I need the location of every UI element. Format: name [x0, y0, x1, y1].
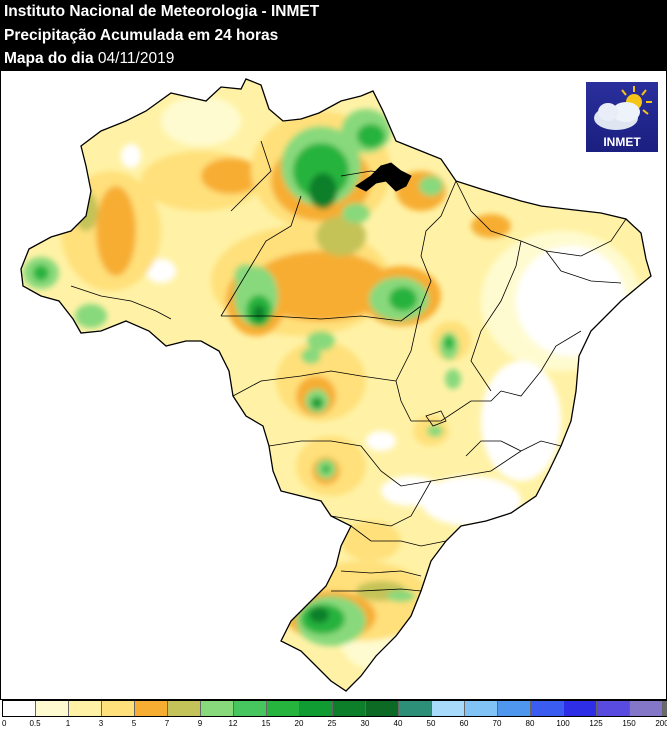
- rain-cell-green1: [419, 176, 443, 196]
- rain-cell-olive: [316, 216, 366, 256]
- map-date-line: Mapa do dia 04/11/2019: [4, 49, 174, 68]
- rain-cell-green1: [427, 425, 443, 437]
- inmet-logo: INMET: [586, 82, 658, 152]
- legend-swatch: [432, 701, 465, 716]
- rain-cell-green1: [307, 331, 335, 351]
- rain-cell-green3: [357, 124, 385, 148]
- legend-swatch: [300, 701, 333, 716]
- rain-cell-green3: [389, 287, 417, 311]
- legend-label: 12: [228, 719, 238, 728]
- legend-label: 3: [98, 719, 104, 728]
- rain-cell-orange: [471, 214, 511, 238]
- rain-cell-orange: [251, 251, 391, 321]
- brazil-outline: [20, 78, 652, 692]
- legend-label: 200: [655, 719, 667, 728]
- river-mouth: [355, 162, 412, 192]
- legend-swatches: [2, 700, 667, 717]
- map-title: Precipitação Acumulada em 24 horas: [4, 27, 279, 44]
- legend-label: 7: [164, 719, 170, 728]
- legend-label: 125: [589, 719, 603, 728]
- rain-cell-green4: [311, 397, 323, 409]
- rain-cell-green1: [301, 348, 321, 364]
- map-date: 04/11/2019: [97, 50, 175, 67]
- rain-cell-orange: [96, 186, 136, 276]
- rain-cell-white: [381, 476, 441, 506]
- rain-cell-green1: [75, 304, 107, 328]
- legend-swatch: [333, 701, 366, 716]
- legend-label: 40: [393, 719, 403, 728]
- legend-swatch: [531, 701, 564, 716]
- legend-swatch: [465, 701, 498, 716]
- legend-swatch: [663, 701, 667, 716]
- legend-swatch: [234, 701, 267, 716]
- legend-label: 1: [65, 719, 71, 728]
- legend-swatch: [366, 701, 399, 716]
- legend-swatch: [201, 701, 234, 716]
- map-panel: [0, 70, 667, 700]
- legend-swatch: [498, 701, 531, 716]
- legend-swatch: [267, 701, 300, 716]
- legend-swatch: [135, 701, 168, 716]
- state-borders: [70, 140, 627, 592]
- rain-cell-white: [516, 246, 626, 356]
- legend-label: 70: [492, 719, 502, 728]
- rain-cell-green5: [309, 607, 329, 623]
- legend-swatch: [564, 701, 597, 716]
- legend-label: 0.5: [29, 719, 41, 728]
- legend-label: 60: [459, 719, 469, 728]
- legend-label: 150: [622, 719, 636, 728]
- legend-swatch: [69, 701, 102, 716]
- legend-swatch: [630, 701, 663, 716]
- legend-label: 30: [360, 719, 370, 728]
- rain-cell-green3: [322, 465, 330, 473]
- header: Instituto Nacional de Meteorologia - INM…: [0, 0, 667, 70]
- rain-cell-green5: [309, 173, 337, 209]
- legend-swatch: [3, 701, 36, 716]
- legend-swatch: [168, 701, 201, 716]
- legend-label: 9: [197, 719, 203, 728]
- precipitation-field: [21, 79, 651, 691]
- legend-label: 25: [327, 719, 337, 728]
- brazil-precipitation-map: [20, 78, 652, 692]
- rain-cell-green1: [234, 264, 258, 288]
- legend-label: 5: [131, 719, 137, 728]
- legend-label: 20: [294, 719, 304, 728]
- legend-label: 80: [525, 719, 535, 728]
- rain-cell-white: [146, 259, 176, 283]
- rain-cell-light: [161, 96, 241, 146]
- rain-cell-white: [121, 144, 141, 168]
- legend-label: 0: [2, 719, 7, 728]
- legend-label: 15: [261, 719, 271, 728]
- legend-tick-labels: 0 0.5 1 3 5 7 9 12 15 20 25 30 40 50 60 70 80 100 125 150 20…: [0, 719, 667, 729]
- legend-swatch: [36, 701, 69, 716]
- legend-label: 50: [426, 719, 436, 728]
- rain-cell-white: [421, 476, 521, 526]
- cloud-sun-icon: [586, 82, 658, 152]
- legend-label: 100: [556, 719, 570, 728]
- rain-cell-white: [481, 361, 561, 481]
- map-date-prefix: Mapa do dia: [4, 50, 94, 67]
- rain-cell-orange: [201, 158, 261, 194]
- rain-cell-green1: [387, 590, 415, 602]
- institution-title: Instituto Nacional de Meteorologia - INM…: [4, 3, 320, 20]
- legend-swatch: [102, 701, 135, 716]
- color-scale-legend: 0 0.5 1 3 5 7 9 12 15 20 25 30 40 50 60 70 80 100 125 150 20…: [0, 700, 667, 730]
- rain-cell-green3: [444, 336, 454, 350]
- logo-label: INMET: [603, 135, 641, 149]
- legend-swatch: [597, 701, 630, 716]
- rain-cell-green3: [33, 265, 49, 281]
- rain-cell-green1: [445, 369, 461, 389]
- rain-cell-green1: [342, 203, 370, 223]
- legend-swatch: [399, 701, 432, 716]
- rain-cell-white: [366, 431, 396, 451]
- rain-cell-green5: [253, 305, 265, 321]
